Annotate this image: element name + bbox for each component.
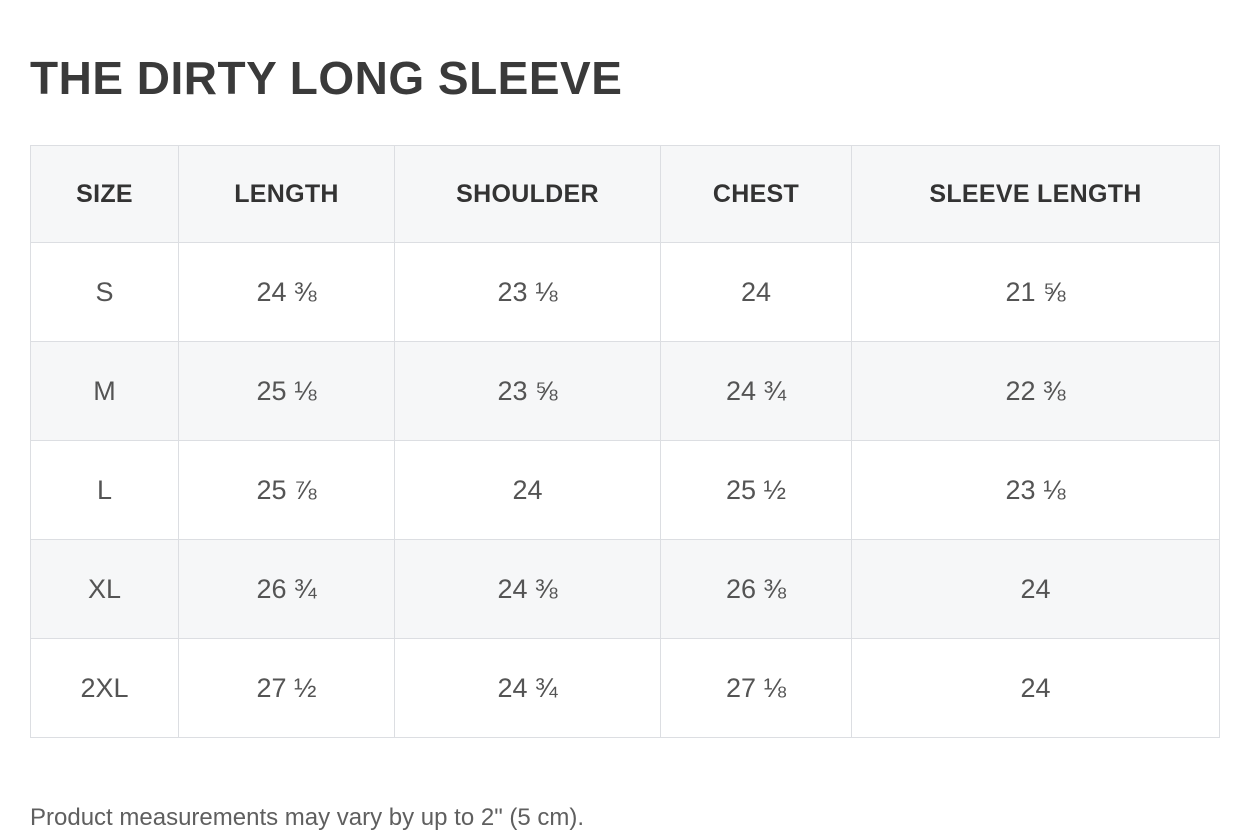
cell-length: 27 ½: [178, 638, 395, 738]
cell-chest: 27 ⅛: [660, 638, 852, 738]
table-row: XL 26 ¾ 24 ⅜ 26 ⅜ 24: [30, 539, 1220, 639]
cell-sleeve-length: 21 ⅝: [851, 242, 1220, 342]
cell-size: 2XL: [30, 638, 179, 738]
column-header-shoulder: SHOULDER: [394, 145, 661, 243]
table-row: S 24 ⅜ 23 ⅛ 24 21 ⅝: [30, 242, 1220, 342]
table-row: L 25 ⅞ 24 25 ½ 23 ⅛: [30, 440, 1220, 540]
cell-chest: 25 ½: [660, 440, 852, 540]
size-chart-table: SIZE LENGTH SHOULDER CHEST SLEEVE LENGTH…: [30, 145, 1220, 738]
cell-shoulder: 24: [394, 440, 661, 540]
cell-shoulder: 24 ⅜: [394, 539, 661, 639]
table-row: M 25 ⅛ 23 ⅝ 24 ¾ 22 ⅜: [30, 341, 1220, 441]
table-header-row: SIZE LENGTH SHOULDER CHEST SLEEVE LENGTH: [30, 145, 1220, 243]
cell-size: XL: [30, 539, 179, 639]
cell-shoulder: 24 ¾: [394, 638, 661, 738]
cell-length: 24 ⅜: [178, 242, 395, 342]
column-header-size: SIZE: [30, 145, 179, 243]
cell-shoulder: 23 ⅛: [394, 242, 661, 342]
cell-sleeve-length: 22 ⅜: [851, 341, 1220, 441]
cell-size: S: [30, 242, 179, 342]
cell-length: 25 ⅞: [178, 440, 395, 540]
cell-sleeve-length: 24: [851, 539, 1220, 639]
column-header-chest: CHEST: [660, 145, 852, 243]
cell-size: M: [30, 341, 179, 441]
column-header-length: LENGTH: [178, 145, 395, 243]
cell-length: 26 ¾: [178, 539, 395, 639]
page-title: THE DIRTY LONG SLEEVE: [30, 51, 623, 104]
cell-sleeve-length: 23 ⅛: [851, 440, 1220, 540]
table-row: 2XL 27 ½ 24 ¾ 27 ⅛ 24: [30, 638, 1220, 738]
cell-chest: 24 ¾: [660, 341, 852, 441]
cell-chest: 26 ⅜: [660, 539, 852, 639]
cell-sleeve-length: 24: [851, 638, 1220, 738]
cell-size: L: [30, 440, 179, 540]
column-header-sleeve-length: SLEEVE LENGTH: [851, 145, 1220, 243]
footnote: Product measurements may vary by up to 2…: [30, 804, 585, 831]
cell-shoulder: 23 ⅝: [394, 341, 661, 441]
cell-length: 25 ⅛: [178, 341, 395, 441]
cell-chest: 24: [660, 242, 852, 342]
